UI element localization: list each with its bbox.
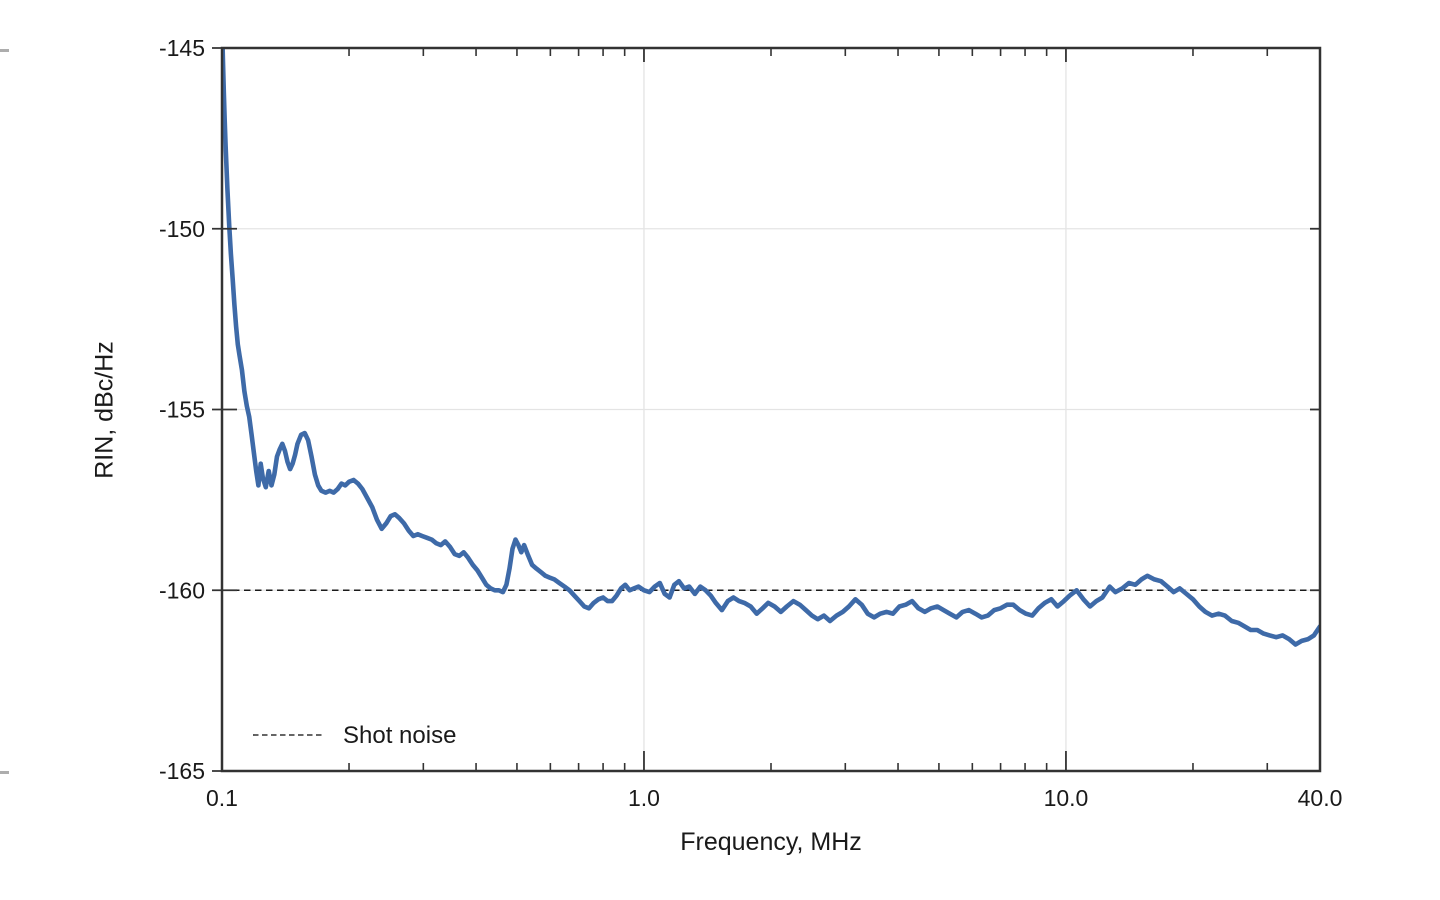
y-tick-label: -160: [159, 577, 205, 603]
y-tick-label: -150: [159, 216, 205, 242]
y-tick-label: -155: [159, 397, 205, 423]
x-tick-label: 40.0: [1298, 785, 1343, 811]
legend-shot-noise-label: Shot noise: [343, 722, 457, 749]
x-tick-label: 1.0: [628, 785, 660, 811]
y-tick-label: -165: [159, 758, 205, 784]
crop-mark-bottom: [0, 771, 9, 774]
legend: Shot noise: [343, 722, 456, 750]
rin-curve: [222, 48, 1320, 647]
x-tick-label: 0.1: [206, 785, 238, 811]
crop-mark-top: [0, 49, 9, 52]
y-axis-title: RIN, dBc/Hz: [90, 341, 119, 479]
x-tick-label: 10.0: [1044, 785, 1089, 811]
y-tick-label: -145: [159, 35, 205, 61]
x-axis-title: Frequency, MHz: [680, 828, 862, 856]
